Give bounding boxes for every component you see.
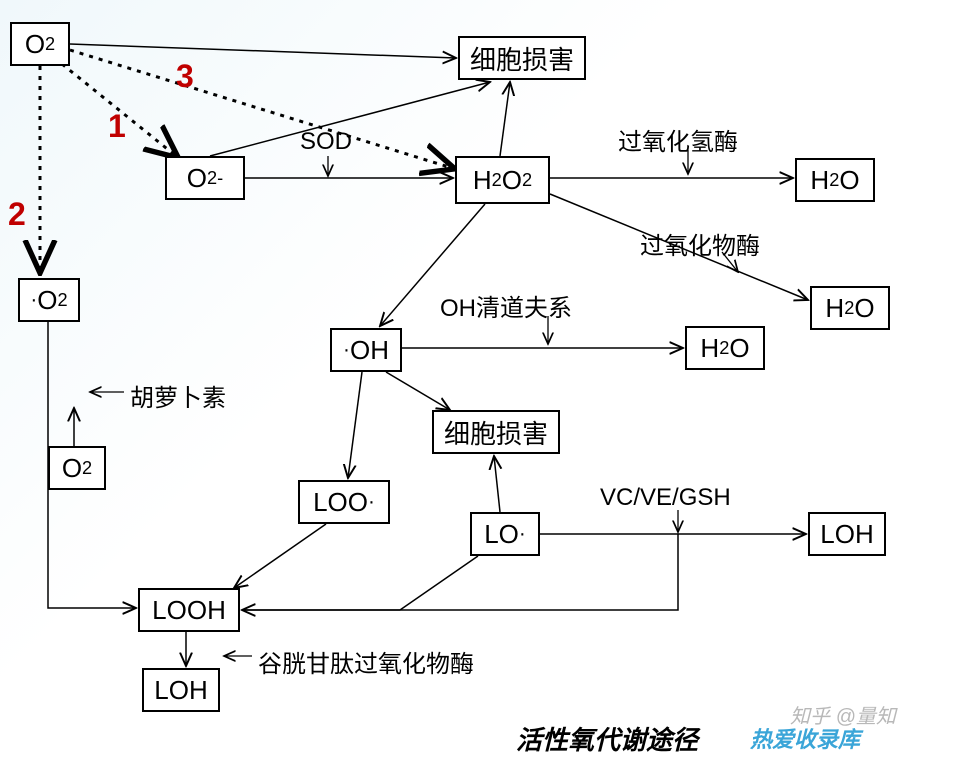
node-cell-damage-mid: 细胞损害 bbox=[432, 410, 560, 454]
edge-loo-looh bbox=[234, 524, 326, 588]
node-cell-damage-top: 细胞损害 bbox=[458, 36, 586, 80]
node-o2-top: O2 bbox=[10, 22, 70, 66]
node-loh-right: LOH bbox=[808, 512, 886, 556]
label-vc-ve-gsh: VC/VE/GSH bbox=[600, 484, 731, 512]
node-dot-o2: ·O2 bbox=[18, 278, 80, 322]
label-peroxidase: 过氧化物酶 bbox=[640, 226, 760, 261]
node-h2o-r2: H2O bbox=[810, 286, 890, 330]
node-o2-minus: O2- bbox=[165, 156, 245, 200]
node-looh: LOOH bbox=[138, 588, 240, 632]
label-oh-scavenger: OH清道夫系 bbox=[440, 288, 572, 323]
red-label-3: 3 bbox=[176, 58, 194, 95]
edge-oh-celldmg bbox=[386, 372, 450, 410]
node-o2-left: O2 bbox=[48, 446, 106, 490]
red-label-1: 1 bbox=[108, 108, 126, 145]
node-h2o-mid: H2O bbox=[685, 326, 765, 370]
edge-dot-3 bbox=[70, 50, 452, 168]
watermark-site: 热爱收录库 bbox=[750, 722, 860, 754]
label-carotene: 胡萝卜素 bbox=[130, 378, 226, 413]
red-label-2: 2 bbox=[8, 196, 26, 233]
node-lo: LO· bbox=[470, 512, 540, 556]
edge-lo-celldmg bbox=[494, 456, 500, 512]
node-oh: ·OH bbox=[330, 328, 402, 372]
node-loo: LOO· bbox=[298, 480, 390, 524]
label-gsh-peroxidase: 谷胱甘肽过氧化物酶 bbox=[258, 644, 474, 679]
figure-caption: 活性氧代谢途径 bbox=[516, 720, 698, 757]
node-h2o-r1: H2O bbox=[795, 158, 875, 202]
edge-oh-loo bbox=[348, 372, 362, 478]
edge-h2o2-up bbox=[500, 82, 510, 156]
label-sod: SOD bbox=[300, 128, 352, 156]
node-loh-bottom: LOH bbox=[142, 668, 220, 712]
edge-vc-looh bbox=[242, 534, 678, 610]
edge-o2-celldmg bbox=[70, 44, 456, 58]
label-catalase: 过氧化氢酶 bbox=[618, 122, 738, 157]
node-h2o2: H2O2 bbox=[455, 156, 550, 204]
edge-lo-looh bbox=[242, 556, 478, 610]
